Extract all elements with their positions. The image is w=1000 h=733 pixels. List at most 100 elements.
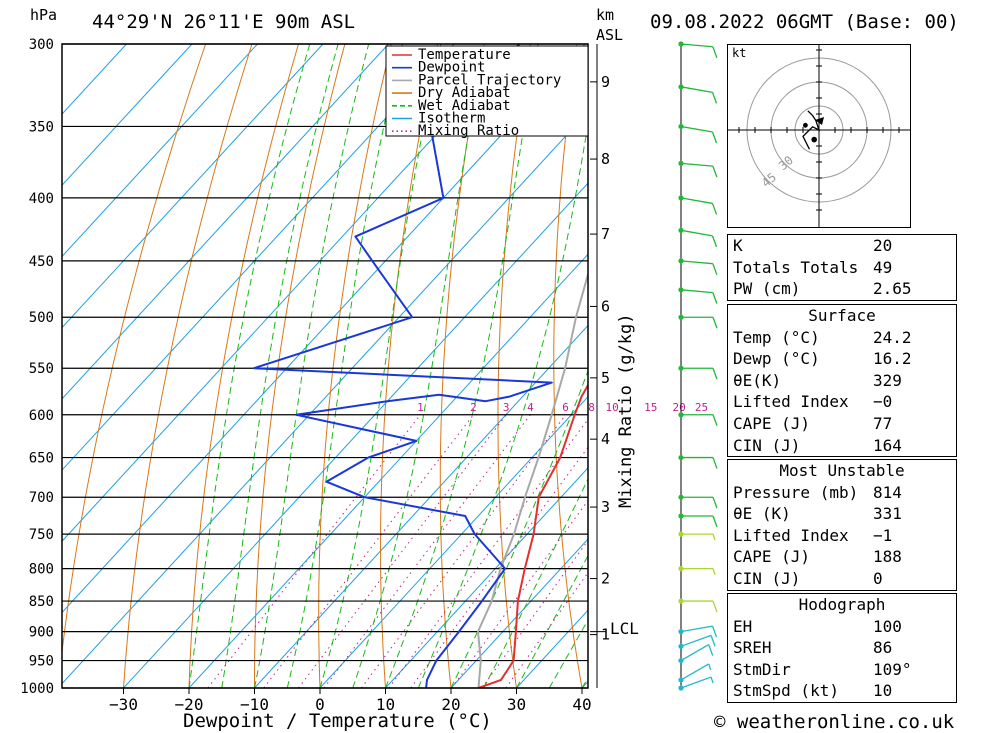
- mixing-ratio-label: 20: [672, 401, 685, 414]
- pressure-tick-label: 950: [29, 654, 54, 670]
- table-row: θE (K) 331: [728, 503, 956, 525]
- param-value: 0: [873, 568, 883, 588]
- wet-adiabat-line: [188, 44, 311, 688]
- dry-adiabat-line: [188, 44, 300, 688]
- height-tick-label: 7: [601, 225, 610, 243]
- pressure-tick-label: 300: [29, 37, 54, 53]
- legend-label: Isotherm: [418, 111, 485, 127]
- param-name: PW (cm): [733, 279, 801, 299]
- isotherm-line: [62, 44, 193, 187]
- param-name: CIN (J): [733, 435, 801, 455]
- pressure-tick-label: 750: [29, 527, 54, 543]
- param-value: 49: [873, 257, 893, 277]
- isotherm-line: [123, 182, 588, 688]
- table-row: Dewp (°C) 16.2: [728, 348, 956, 370]
- wind-barb: [678, 663, 712, 683]
- mixing-ratio-line: [481, 539, 588, 688]
- param-value: 77: [873, 413, 893, 433]
- surface-table: Surface Temp (°C) 24.2 Dewp (°C) 16.2 θE(K) 32…: [727, 304, 957, 458]
- mixing-ratio-label: 8: [588, 401, 595, 414]
- wind-barb: [678, 227, 718, 248]
- table-row: CIN (J) 164: [728, 435, 956, 457]
- param-name: StmDir: [733, 659, 791, 679]
- height-tick-label: 3: [601, 498, 610, 516]
- param-name: Lifted Index: [733, 392, 849, 412]
- table-row: Lifted Index −1: [728, 525, 956, 547]
- param-name: SREH: [733, 638, 772, 658]
- height-tick-label: 4: [601, 430, 610, 448]
- dry-adiabat-line: [497, 44, 532, 688]
- hodograph-unit: kt: [732, 46, 746, 60]
- dry-adiabat-line: [62, 44, 207, 657]
- pressure-tick-label: 900: [29, 625, 54, 641]
- most-unstable-table: Most Unstable Pressure (mb) 814 θE (K) 331 Li…: [727, 459, 957, 591]
- param-value: 10: [873, 681, 893, 701]
- credit-text: © weatheronline.co.uk: [714, 711, 955, 733]
- isotherm-line: [319, 395, 588, 688]
- param-value: 109°: [873, 659, 912, 679]
- isotherm-line: [450, 538, 588, 688]
- km-unit-label: km: [596, 6, 614, 24]
- wind-barb: [678, 625, 718, 638]
- dry-adiabat-line: [660, 26, 713, 688]
- hodograph-point: [811, 136, 817, 143]
- param-value: 331: [873, 504, 902, 524]
- index-table: K 20 Totals Totals 49 PW (cm) 2.65: [727, 234, 957, 301]
- wind-barb: [678, 123, 718, 144]
- pressure-tick-label: 350: [29, 119, 54, 135]
- mixing-ratio-line: [263, 414, 474, 688]
- wind-barb: [678, 531, 716, 541]
- table-row: StmDir 109°: [728, 659, 956, 681]
- param-value: 20: [873, 236, 893, 255]
- height-tick-label: 9: [601, 73, 610, 91]
- isotherm-line: [62, 44, 586, 614]
- mixing-ratio-label: 1: [417, 401, 424, 414]
- param-name: Dewp (°C): [733, 349, 820, 369]
- wind-barb: [678, 195, 718, 215]
- table-row: Pressure (mb) 814: [728, 482, 956, 504]
- pressure-unit-label: hPa: [30, 6, 57, 24]
- param-value: 16.2: [873, 349, 912, 369]
- dewpoint-line: [252, 44, 553, 688]
- wind-barb: [678, 258, 718, 275]
- param-name: StmSpd (kt): [733, 681, 839, 701]
- wind-barb: [678, 314, 718, 329]
- param-value: 100: [873, 616, 902, 636]
- wind-barb: [678, 494, 718, 509]
- param-value: 86: [873, 638, 893, 658]
- param-name: Totals Totals: [733, 257, 859, 277]
- isotherm-line: [62, 44, 389, 400]
- legend-label: Wet Adiabat: [418, 98, 511, 114]
- param-value: 2.65: [873, 279, 912, 299]
- table-row: K 20: [728, 235, 956, 257]
- height-tick-label: 6: [601, 297, 610, 315]
- wind-barb: [678, 634, 716, 649]
- table-title: Most Unstable: [779, 461, 905, 480]
- legend-label: Parcel Trajectory: [418, 72, 561, 88]
- dry-adiabat-line: [318, 44, 392, 688]
- param-value: −1: [873, 525, 893, 545]
- hodograph-trace: [802, 110, 821, 150]
- pressure-tick-label: 650: [29, 451, 54, 467]
- height-tick-label: 1: [601, 626, 610, 644]
- wind-barb: [678, 598, 718, 613]
- hodograph-arrow: [815, 117, 824, 125]
- table-row: θE(K) 329: [728, 370, 956, 392]
- param-value: 188: [873, 547, 902, 567]
- dry-adiabat-line: [123, 44, 253, 688]
- lcl-label: LCL: [610, 619, 639, 638]
- mixing-ratio-label: 25: [695, 401, 708, 414]
- wind-barb: [678, 84, 718, 104]
- table-row: StmSpd (kt) 10: [728, 680, 956, 702]
- pressure-tick-label: 600: [29, 408, 54, 424]
- mixing-ratio-label: 6: [562, 401, 569, 414]
- mixing-ratio-label: 15: [644, 401, 657, 414]
- temperature-tick-label: 30: [507, 695, 526, 714]
- temperature-tick-label: 40: [572, 695, 591, 714]
- wind-barb: [678, 566, 716, 575]
- param-name: CAPE (J): [733, 413, 811, 433]
- wind-barb: [678, 365, 718, 380]
- pressure-tick-label: 400: [29, 191, 54, 207]
- isotherm-line: [62, 44, 455, 471]
